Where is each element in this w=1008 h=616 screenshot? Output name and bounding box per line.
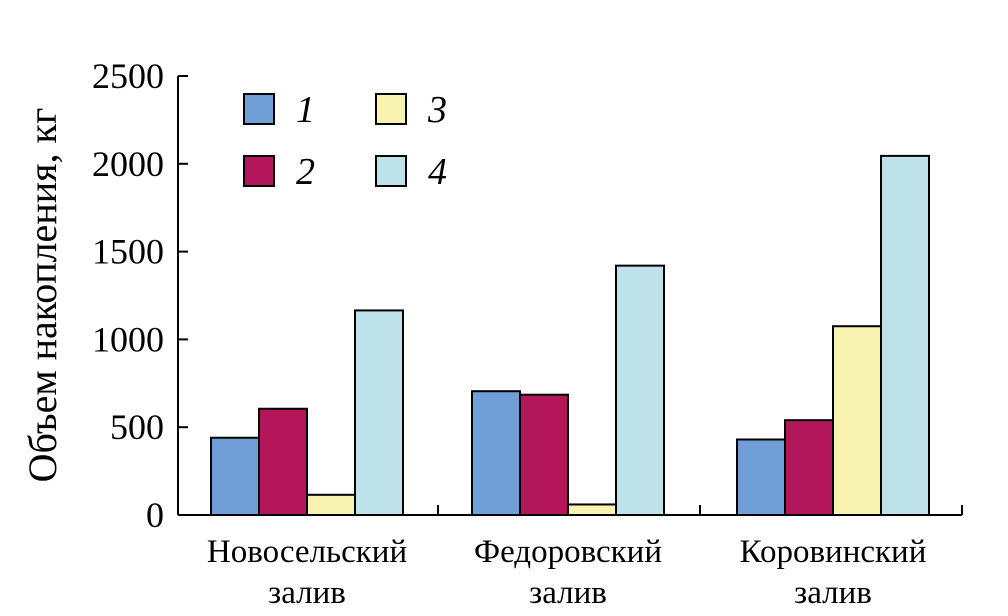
bar-series-2-category-3 [784, 419, 834, 516]
bar-series-1-category-1 [210, 436, 260, 516]
bar-series-3-category-2 [567, 503, 617, 516]
bar-series-1-category-2 [471, 390, 521, 516]
bar-series-4-category-1 [354, 309, 404, 516]
legend: 1 2 3 4 [243, 89, 447, 193]
bar-series-4-category-3 [880, 154, 930, 516]
legend-swatch-2 [243, 155, 275, 187]
bars-layer [210, 154, 930, 517]
x-category-label: Новосельский [207, 534, 407, 570]
bar-series-4-category-2 [615, 264, 665, 517]
y-tick-label: 0 [146, 495, 164, 535]
y-tick-label: 1000 [92, 319, 164, 359]
y-tick-label: 1500 [92, 232, 164, 272]
y-axis-title: Объем накопления, кг [20, 108, 65, 483]
y-tick-label: 500 [110, 407, 164, 447]
x-category-label: Коровинский [740, 534, 927, 570]
legend-swatch-1 [243, 93, 275, 125]
bar-series-2-category-1 [258, 407, 308, 516]
bar-series-3-category-1 [306, 493, 356, 516]
legend-label-4: 4 [428, 151, 447, 193]
x-category-label: залив [529, 575, 607, 611]
x-category-label: Федоровский [474, 534, 662, 570]
axes-layer: 0 500 1000 1500 2000 2500 Новосельский залив Фед… [92, 56, 963, 611]
bar-series-2-category-2 [519, 393, 569, 516]
legend-label-2: 2 [296, 151, 315, 193]
legend-swatch-4 [375, 155, 407, 187]
bar-series-3-category-3 [832, 325, 882, 517]
legend-swatch-3 [375, 93, 407, 125]
x-category-label: залив [794, 575, 872, 611]
legend-label-1: 1 [296, 89, 315, 131]
y-tick-label: 2000 [92, 144, 164, 184]
legend-label-3: 3 [427, 89, 447, 131]
x-category-label: залив [268, 575, 346, 611]
y-tick-label: 2500 [92, 56, 164, 96]
bar-series-1-category-3 [736, 438, 786, 517]
